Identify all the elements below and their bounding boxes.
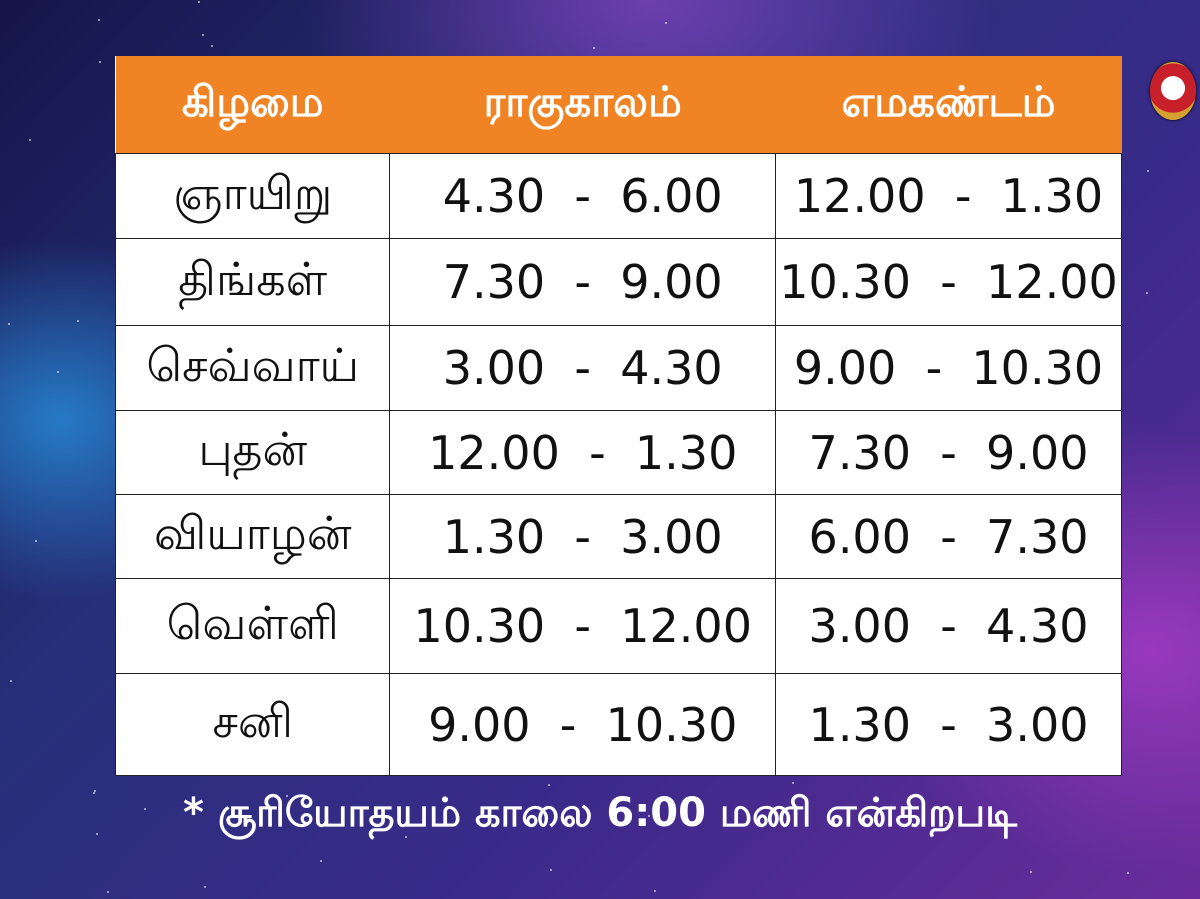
cell-day: சனி	[212, 694, 293, 748]
star	[94, 790, 97, 793]
cell-yama: 6.00 - 7.30	[808, 509, 1089, 564]
header-yama: எமகண்டம்	[775, 56, 1122, 154]
table-row: சனி 9.00 - 10.30 1.30 - 3.00	[114, 673, 1122, 776]
emblem-face-icon	[1150, 62, 1196, 120]
star	[76, 319, 79, 322]
star	[107, 890, 110, 893]
cell: 1.30 - 3.00	[775, 673, 1122, 776]
cell: 10.30 - 12.00	[775, 238, 1122, 326]
cell: 1.30 - 3.00	[389, 494, 777, 579]
cell: 10.30 - 12.00	[389, 578, 777, 674]
cell-yama: 9.00 - 10.30	[793, 341, 1104, 395]
cell-yama: 3.00 - 4.30	[808, 599, 1089, 653]
cell-rahu: 3.00 - 4.30	[442, 341, 723, 395]
star	[211, 45, 214, 47]
star	[1146, 170, 1149, 173]
star	[92, 792, 95, 795]
cell-yama: 1.30 - 3.00	[808, 697, 1089, 752]
star	[57, 370, 60, 373]
star	[592, 46, 595, 49]
cell-day: ஞாயிறு	[173, 165, 333, 220]
table-row: செவ்வாய் 3.00 - 4.30 9.00 - 10.30	[114, 325, 1122, 411]
star	[99, 61, 102, 64]
cell-day: திங்கள்	[178, 251, 328, 306]
cell: 9.00 - 10.30	[389, 673, 777, 776]
cell: 7.30 - 9.00	[775, 410, 1122, 495]
cell: ஞாயிறு	[114, 153, 391, 239]
cell: திங்கள்	[114, 238, 391, 326]
header-rahu: ராகுகாலம்	[389, 56, 776, 154]
cell-yama: 12.00 - 1.30	[793, 169, 1104, 223]
cell-rahu: 4.30 - 6.00	[442, 169, 723, 223]
schedule-table: கிழமை ராகுகாலம் எமகண்டம் ஞாயிறு 4.30 - 6.…	[114, 56, 1122, 776]
star	[1146, 292, 1149, 295]
star	[944, 822, 947, 825]
star	[8, 323, 11, 326]
table-row: புதன் 12.00 - 1.30 7.30 - 9.00	[114, 410, 1122, 495]
cell: வெள்ளி	[114, 578, 391, 674]
cell: 3.00 - 4.30	[389, 325, 777, 411]
star	[1126, 871, 1129, 874]
star	[320, 859, 323, 862]
footnote: * சூரியோதயம் காலை 6:00 மணி என்கிறபடி	[182, 790, 1018, 836]
cell: சனி	[114, 673, 391, 776]
table-row: வெள்ளி 10.30 - 12.00 3.00 - 4.30	[114, 578, 1122, 674]
cell: 7.30 - 9.00	[389, 238, 777, 326]
star	[665, 21, 668, 24]
cell-rahu: 12.00 - 1.30	[428, 425, 738, 480]
cell: 12.00 - 1.30	[775, 153, 1122, 239]
cell: 6.00 - 7.30	[775, 494, 1122, 579]
table-row: வியாழன் 1.30 - 3.00 6.00 - 7.30	[114, 494, 1122, 579]
cell-rahu: 10.30 - 12.00	[413, 599, 752, 653]
cell-rahu: 9.00 - 10.30	[428, 697, 738, 752]
cell: செவ்வாய்	[114, 325, 391, 411]
star	[286, 794, 289, 797]
star	[204, 886, 207, 889]
cell-rahu: 7.30 - 9.00	[442, 255, 723, 309]
cell: 12.00 - 1.30	[389, 410, 777, 495]
star	[1030, 870, 1033, 873]
cell: வியாழன்	[114, 494, 391, 579]
cell-yama: 10.30 - 12.00	[779, 255, 1118, 309]
cell-day: வியாழன்	[154, 506, 352, 560]
star	[98, 18, 101, 21]
star	[654, 889, 657, 892]
table-row: ஞாயிறு 4.30 - 6.00 12.00 - 1.30	[114, 153, 1122, 239]
table-header: கிழமை ராகுகாலம் எமகண்டம்	[115, 56, 1122, 154]
star	[144, 808, 147, 811]
cell-day: செவ்வாய்	[146, 337, 360, 392]
star	[10, 679, 13, 682]
star	[550, 869, 553, 872]
cell-day: புதன்	[198, 422, 308, 476]
cell-yama: 7.30 - 9.00	[808, 425, 1089, 480]
star	[647, 814, 650, 817]
header-day: கிழமை	[115, 56, 390, 154]
star	[547, 784, 550, 787]
cell: 3.00 - 4.30	[775, 578, 1122, 674]
star	[197, 0, 200, 3]
cell: புதன்	[114, 410, 391, 495]
cell: 4.30 - 6.00	[389, 153, 777, 239]
table-row: திங்கள் 7.30 - 9.00 10.30 - 12.00	[114, 238, 1122, 326]
star	[29, 138, 32, 141]
cell: 9.00 - 10.30	[775, 325, 1122, 411]
star	[95, 832, 98, 835]
cell-rahu: 1.30 - 3.00	[442, 509, 723, 564]
star	[405, 836, 408, 839]
cell-day: வெள்ளி	[166, 595, 339, 650]
star	[35, 539, 38, 542]
star	[792, 781, 795, 784]
star	[202, 33, 205, 36]
